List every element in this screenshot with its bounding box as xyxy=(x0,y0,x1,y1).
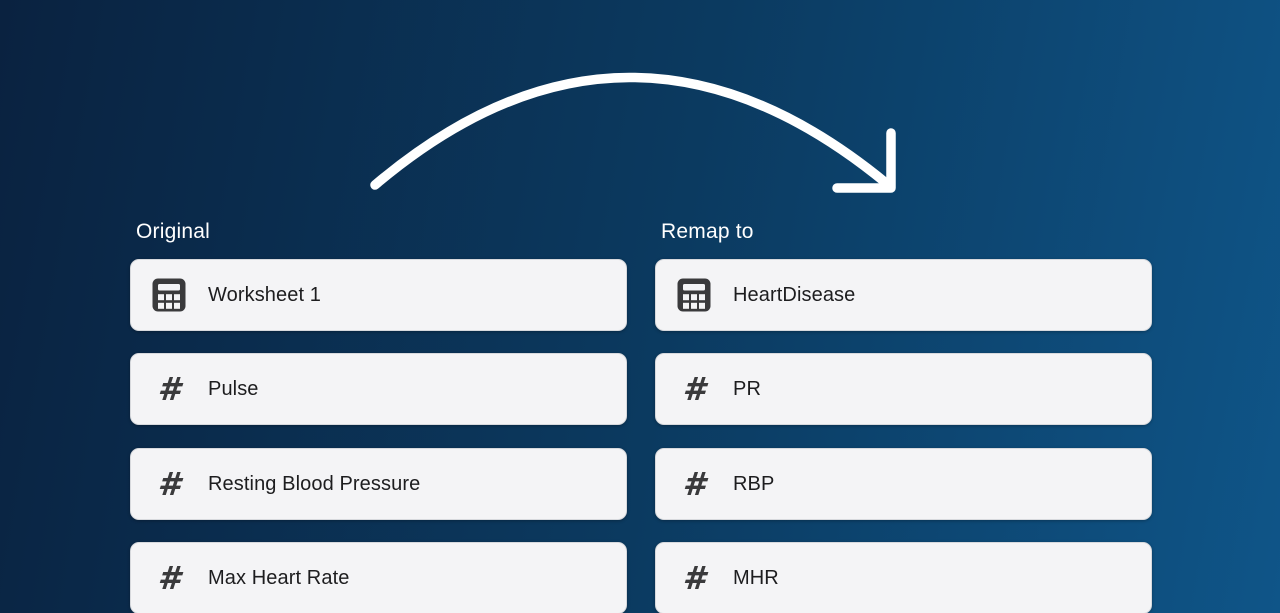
column-label-original: Original xyxy=(136,220,210,243)
field-card-label: Worksheet 1 xyxy=(208,283,322,306)
field-card-original-pulse[interactable]: # Pulse xyxy=(130,353,627,425)
field-card-label: HeartDisease xyxy=(733,283,856,306)
field-card-remap-rbp[interactable]: # RBP xyxy=(655,448,1152,520)
table-icon xyxy=(151,277,187,313)
column-label-remap-to: Remap to xyxy=(661,220,754,243)
field-card-label: Pulse xyxy=(208,377,259,400)
field-card-remap-pr[interactable]: # PR xyxy=(655,353,1152,425)
field-card-original-max-heart-rate[interactable]: # Max Heart Rate xyxy=(130,542,627,613)
number-icon: # xyxy=(156,465,182,503)
number-icon: # xyxy=(681,370,707,408)
field-card-label: MHR xyxy=(733,566,779,589)
field-card-remap-heartdisease[interactable]: HeartDisease xyxy=(655,259,1152,331)
field-card-original-worksheet[interactable]: Worksheet 1 xyxy=(130,259,627,331)
number-icon: # xyxy=(681,559,707,597)
field-card-remap-mhr[interactable]: # MHR xyxy=(655,542,1152,613)
field-card-label: Resting Blood Pressure xyxy=(208,472,421,495)
number-icon: # xyxy=(156,370,182,408)
field-card-label: RBP xyxy=(733,472,775,495)
number-icon: # xyxy=(156,559,182,597)
number-icon: # xyxy=(681,465,707,503)
field-card-label: PR xyxy=(733,377,761,400)
table-icon xyxy=(676,277,712,313)
field-card-original-resting-blood-pressure[interactable]: # Resting Blood Pressure xyxy=(130,448,627,520)
field-card-label: Max Heart Rate xyxy=(208,566,350,589)
